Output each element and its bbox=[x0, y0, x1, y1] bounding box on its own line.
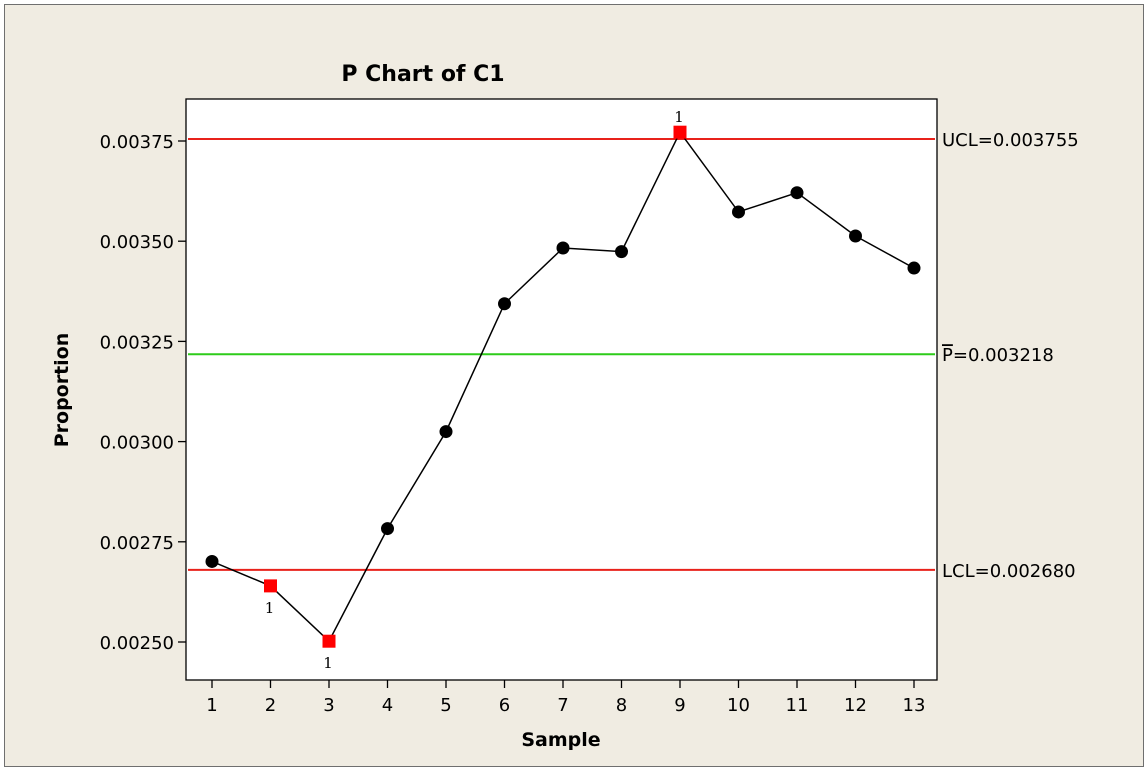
test-flag-label: 1 bbox=[265, 599, 275, 617]
x-tick-label: 1 bbox=[206, 695, 217, 716]
x-axis-label: Sample bbox=[521, 729, 600, 751]
data-point bbox=[615, 245, 628, 259]
cl-label: P=0.003218 bbox=[942, 345, 1054, 366]
ucl-label: UCL=0.003755 bbox=[942, 130, 1079, 151]
data-point bbox=[790, 186, 804, 200]
out-of-control-point bbox=[322, 634, 336, 648]
x-tick-label: 4 bbox=[382, 695, 393, 716]
p-chart: P Chart of C1 UCL=0.003755 P=0.003218 LCL=… bbox=[51, 62, 1079, 751]
data-point bbox=[732, 205, 745, 219]
y-tick-label: 0.00275 bbox=[100, 533, 174, 554]
y-tick-label: 0.00375 bbox=[100, 132, 174, 153]
y-tick-label: 0.00300 bbox=[100, 433, 174, 454]
y-tick-label: 0.00350 bbox=[100, 232, 174, 253]
out-of-control-point bbox=[264, 579, 277, 593]
x-tick-label: 13 bbox=[903, 695, 926, 716]
x-tick-label: 10 bbox=[727, 695, 750, 716]
data-point bbox=[907, 261, 921, 275]
x-tick-label: 2 bbox=[265, 695, 276, 716]
center-line-value: =0.003218 bbox=[953, 345, 1054, 366]
y-tick-label: 0.00250 bbox=[100, 633, 174, 654]
y-axis-label: Proportion bbox=[51, 333, 73, 448]
x-tick-label: 3 bbox=[323, 695, 334, 716]
y-tick-label: 0.00325 bbox=[100, 332, 174, 353]
data-point bbox=[439, 425, 453, 439]
x-tick-label: 8 bbox=[616, 695, 627, 716]
data-point bbox=[849, 229, 862, 243]
x-tick-label: 11 bbox=[786, 695, 809, 716]
x-tick-label: 5 bbox=[440, 695, 451, 716]
chart-title: P Chart of C1 bbox=[341, 62, 504, 87]
lcl-label: LCL=0.002680 bbox=[942, 561, 1076, 582]
x-tick-label: 6 bbox=[499, 695, 510, 716]
test-flag-label: 1 bbox=[323, 654, 333, 672]
chart-frame: P Chart of C1 UCL=0.003755 P=0.003218 LCL=… bbox=[4, 4, 1144, 767]
data-point bbox=[205, 554, 219, 568]
x-tick-label: 7 bbox=[557, 695, 568, 716]
x-tick-label: 9 bbox=[674, 695, 685, 716]
out-of-control-point bbox=[673, 125, 687, 139]
test-flag-label: 1 bbox=[674, 108, 684, 126]
plot-area bbox=[185, 98, 938, 681]
x-tick-label: 12 bbox=[844, 695, 867, 716]
data-point bbox=[381, 522, 394, 536]
data-point bbox=[498, 297, 511, 311]
data-point bbox=[556, 241, 570, 255]
center-line-symbol: P bbox=[942, 345, 953, 366]
